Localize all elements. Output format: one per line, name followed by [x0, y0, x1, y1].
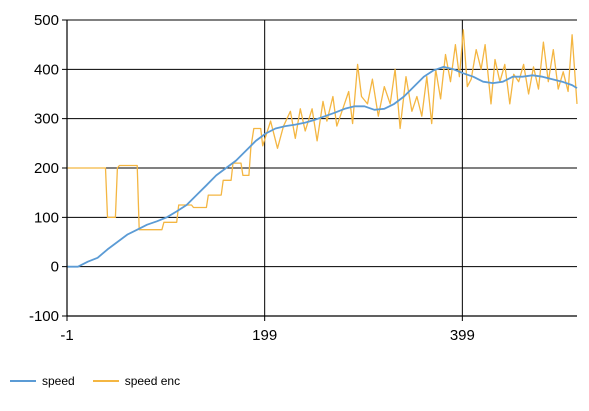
legend-label-speed-enc: speed enc [124, 374, 181, 388]
y-tick-label: 0 [51, 259, 59, 276]
axes [66, 20, 577, 317]
legend-item-speed-enc: speed enc [92, 374, 181, 388]
series-layer [67, 29, 578, 268]
x-tick-label: 399 [450, 327, 475, 344]
y-tick-label: 300 [34, 111, 59, 128]
y-tick-label: 200 [34, 160, 59, 177]
gridlines [62, 19, 577, 321]
legend-item-speed: speed [10, 374, 75, 388]
y-tick-label: 400 [34, 61, 59, 78]
legend-label-speed: speed [42, 374, 75, 388]
legend-swatch-speed [10, 380, 36, 382]
legend-swatch-speed-enc [92, 380, 119, 382]
y-tick-label: -100 [29, 308, 59, 325]
series-line-speed [67, 66, 578, 268]
x-tick-label: -1 [60, 327, 73, 344]
series-line-speed-enc [67, 29, 578, 231]
x-tick-labels: -1 199 399 [60, 327, 475, 344]
y-tick-label: 100 [34, 209, 59, 226]
legend: speed speed enc [10, 374, 180, 388]
y-tick-labels: -100 0 100 200 300 400 500 [29, 12, 59, 325]
y-tick-label: 500 [34, 12, 59, 29]
x-tick-label: 199 [252, 327, 277, 344]
